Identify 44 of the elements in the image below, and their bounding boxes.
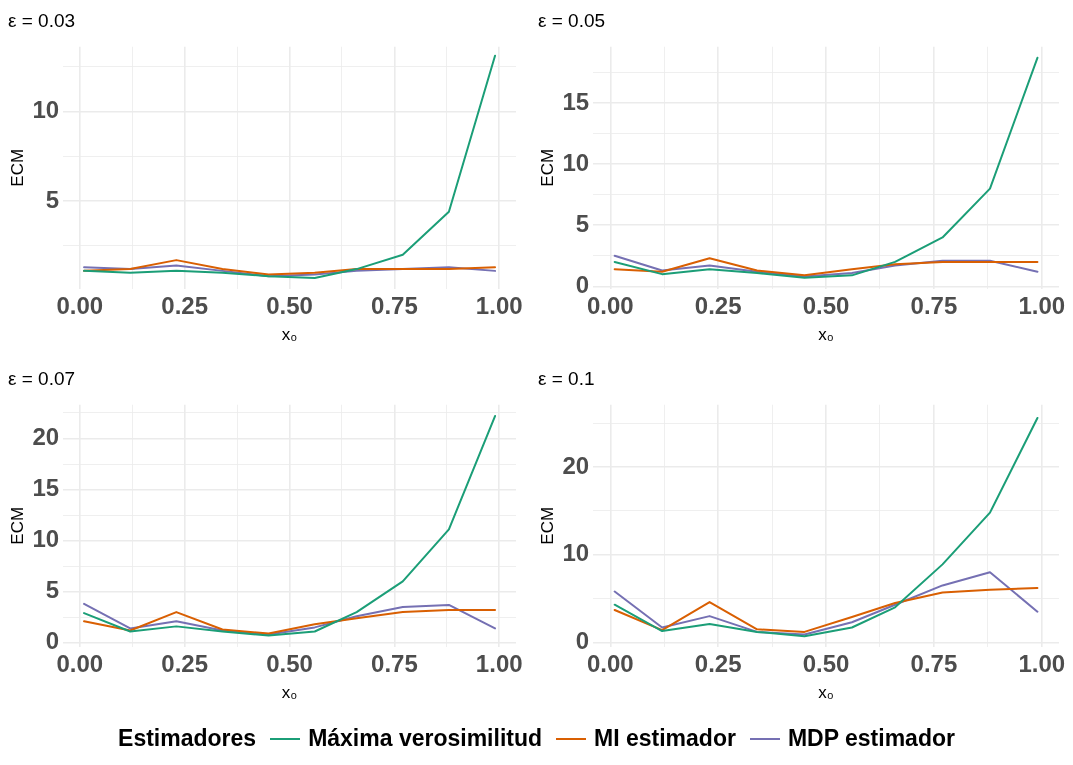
x-tick-label: 1.00 [475, 291, 523, 319]
x-axis-title: x₀ [281, 683, 298, 703]
x-tick-label: 0.25 [694, 649, 742, 677]
x-tick-label: 0.75 [910, 649, 958, 677]
y-tick-label: 10 [562, 148, 590, 176]
x-axis-title: x₀ [281, 325, 298, 345]
y-tick-label: 10 [32, 95, 60, 123]
chart-title: ε = 0.07 [8, 367, 76, 389]
y-tick-label: 10 [32, 525, 60, 553]
y-axis-title: ECM [537, 148, 557, 187]
chart-title: ε = 0.05 [538, 9, 606, 31]
y-tick-label: 5 [575, 209, 590, 237]
legend-title: Estimadores [118, 725, 257, 752]
y-axis-title: ECM [7, 148, 27, 187]
x-tick-label: 0.50 [266, 649, 313, 677]
x-tick-label: 0.50 [266, 291, 313, 319]
y-tick-label: 10 [562, 539, 590, 567]
x-tick-label: 0.75 [371, 649, 418, 677]
x-tick-label: 0.25 [161, 291, 209, 319]
x-axis-title: x₀ [818, 683, 834, 703]
x-tick-label: 0.25 [161, 649, 209, 677]
y-tick-label: 20 [32, 423, 60, 451]
x-tick-label: 0.25 [694, 291, 742, 319]
legend-label: MI estimador [594, 725, 736, 752]
x-tick-label: 0.50 [802, 649, 850, 677]
chart-title: ε = 0.03 [8, 9, 76, 31]
y-tick-label: 20 [562, 451, 590, 479]
x-tick-label: 1.00 [475, 649, 523, 677]
x-tick-label: 1.00 [1018, 649, 1066, 677]
chart-title: ε = 0.1 [538, 367, 595, 389]
y-tick-label: 5 [45, 185, 60, 213]
x-tick-label: 0.00 [56, 291, 104, 319]
y-tick-label: 15 [32, 474, 60, 502]
y-axis-title: ECM [537, 506, 557, 545]
x-tick-label: 0.75 [371, 291, 418, 319]
x-tick-label: 0.50 [802, 291, 850, 319]
x-axis-title: x₀ [818, 325, 834, 345]
legend-label: Máxima verosimilitud [308, 725, 543, 752]
y-tick-label: 5 [45, 576, 60, 604]
x-tick-label: 0.75 [910, 291, 958, 319]
x-tick-label: 1.00 [1018, 291, 1066, 319]
legend-label: MDP estimador [787, 725, 955, 752]
y-axis-title: ECM [7, 506, 27, 545]
y-tick-label: 15 [562, 87, 590, 115]
